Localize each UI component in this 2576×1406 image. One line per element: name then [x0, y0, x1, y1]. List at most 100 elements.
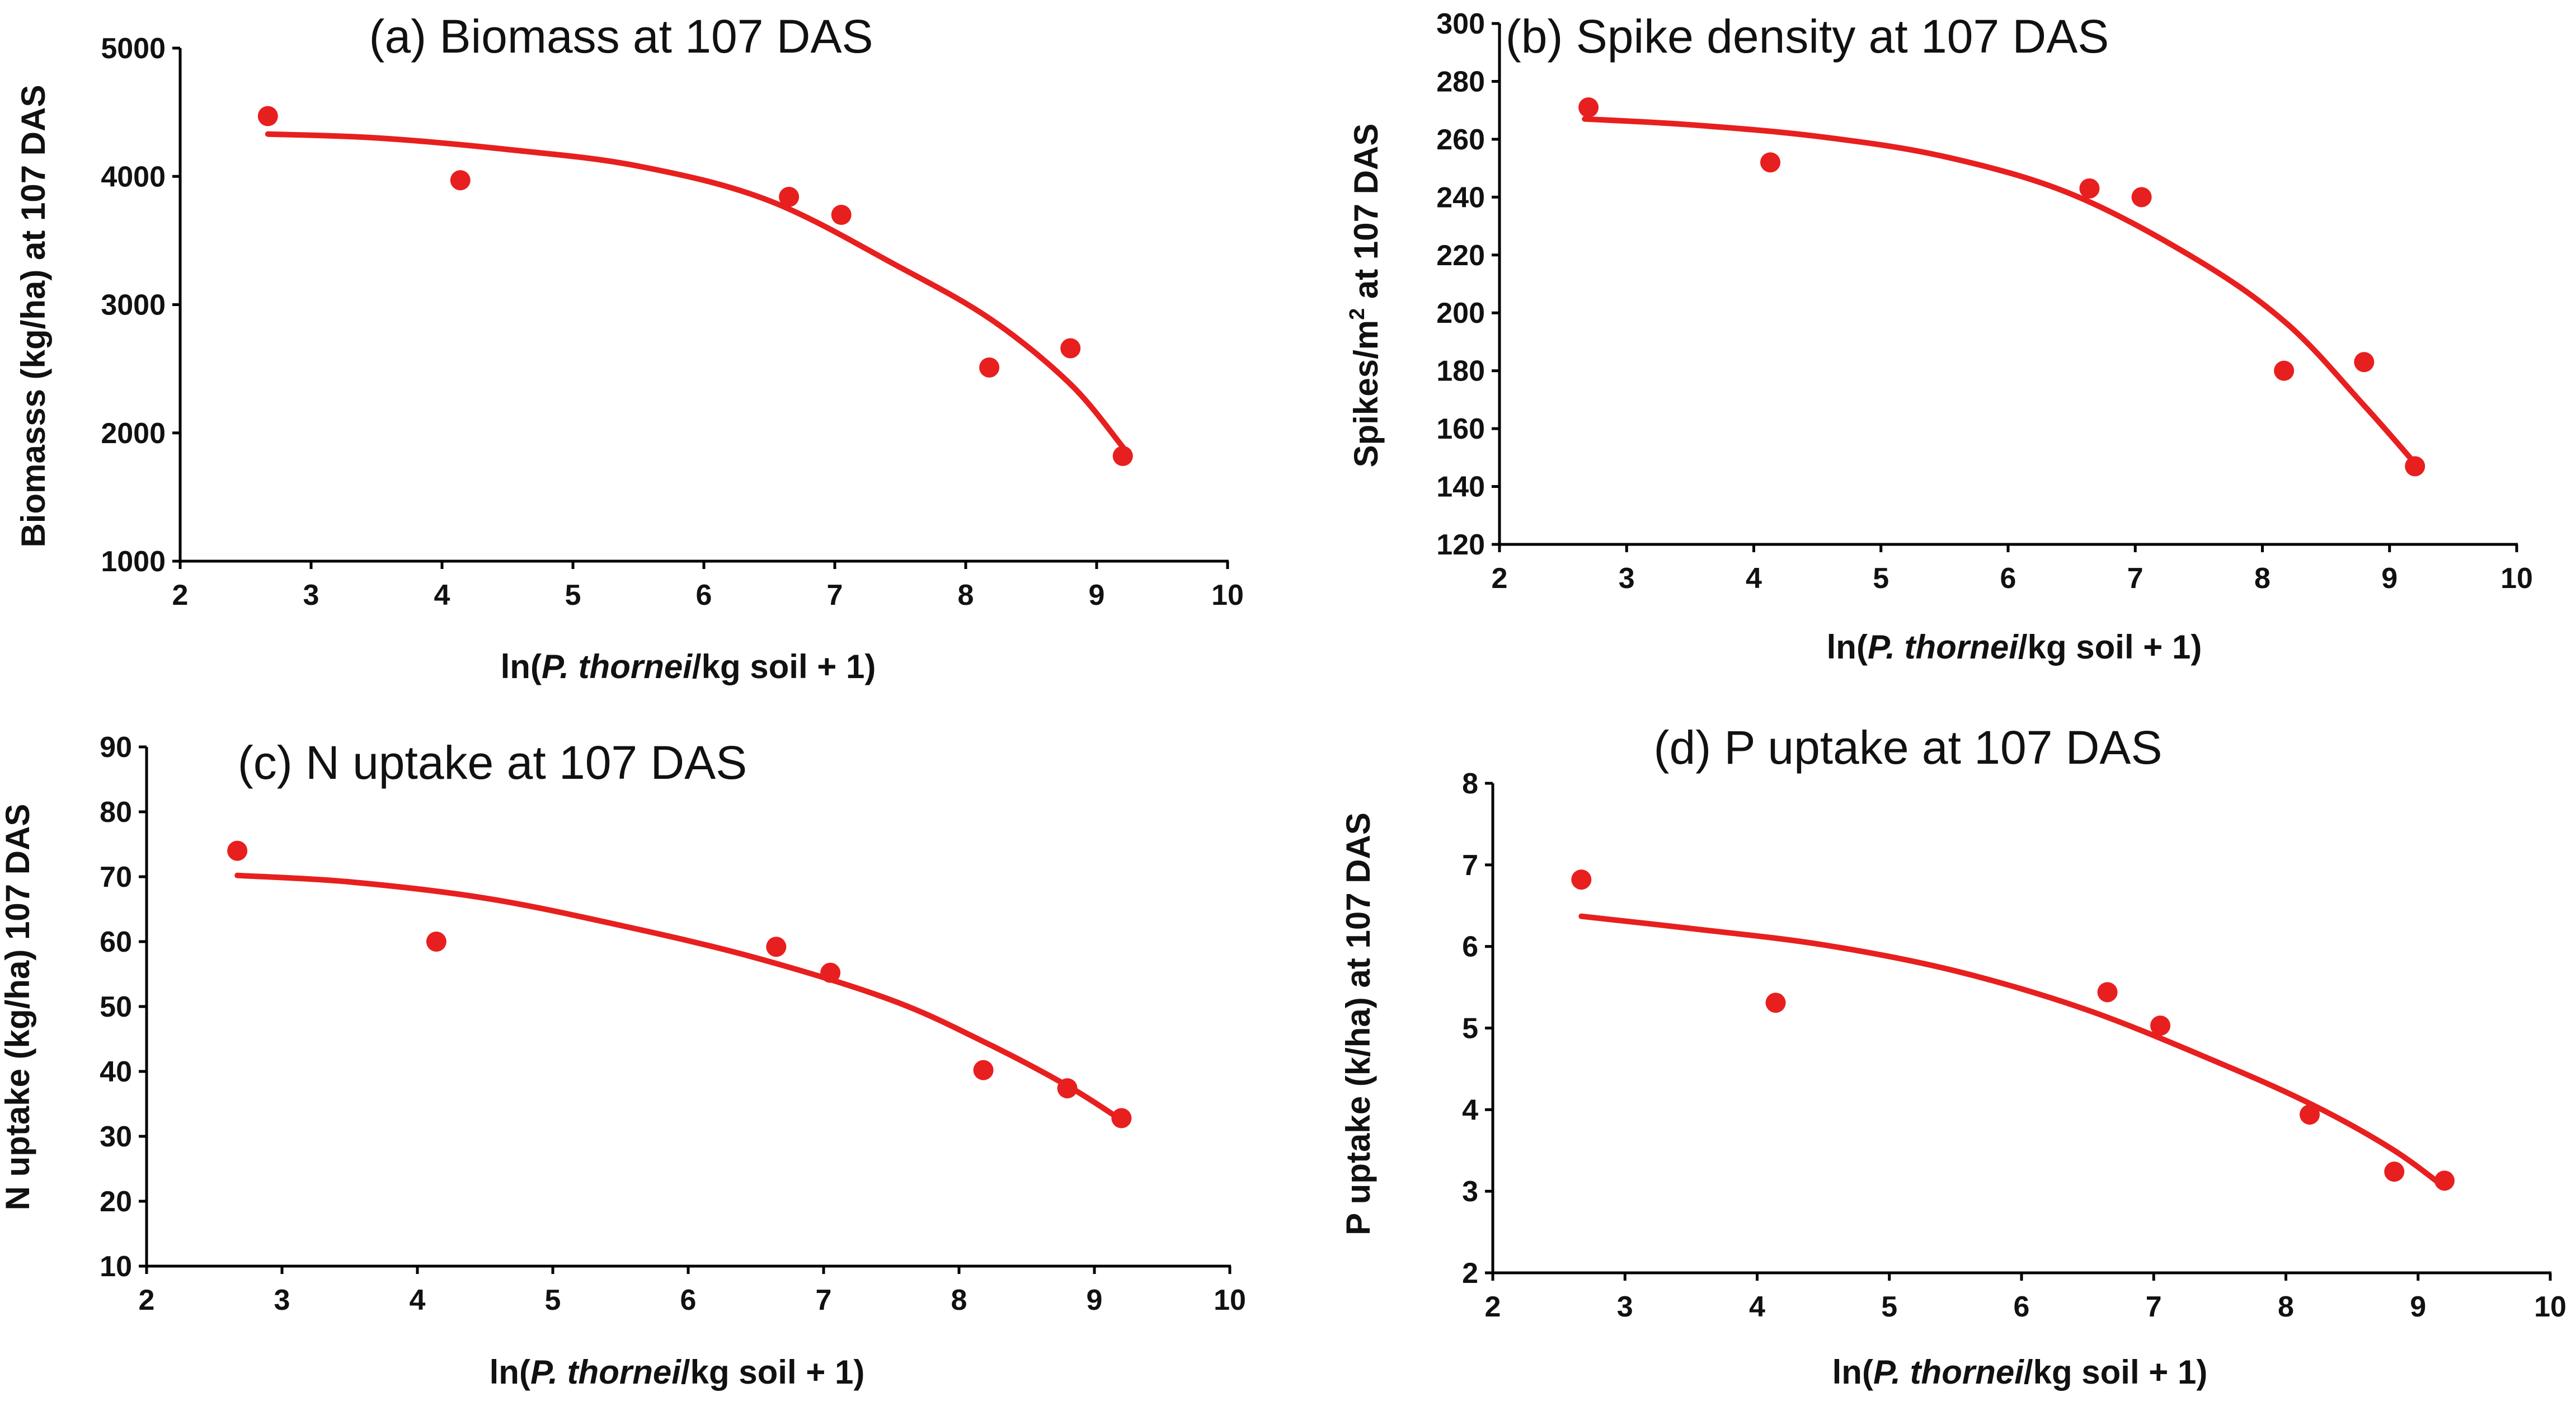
panel-d-x-tick-label: 9: [2410, 1291, 2426, 1323]
panel-a-x-axis-label: ln(P. thornei/kg soil + 1): [501, 648, 876, 685]
panel-d-x-axis-label: ln(P. thornei/kg soil + 1): [1832, 1353, 2208, 1391]
panel-c-x-tick-label: 3: [274, 1284, 290, 1316]
panel-c-x-tick-label: 6: [680, 1284, 697, 1316]
panel-a-x-tick-label: 10: [1211, 579, 1244, 612]
panel-b-y-tick-label: 260: [1436, 124, 1485, 156]
panel-a-y-tick-label: 1000: [101, 546, 166, 578]
panel-d-y-tick-label: 8: [1462, 768, 1478, 800]
panel-c-x-label-suffix: /kg soil + 1): [681, 1353, 864, 1391]
panel-d-x-label-italic: P. thornei: [1873, 1353, 2024, 1391]
panel-c-data-point: [820, 962, 841, 983]
panel-b-data-point: [2131, 187, 2152, 208]
panel-b-x-tick-label: 5: [1873, 562, 1889, 595]
panel-a-y-axis-label: Biomasss (kg/ha) at 107 DAS: [15, 85, 52, 548]
panel-a-y-ticks: 1000 2000 3000 4000 5000: [101, 32, 180, 578]
panel-a-data-point: [1060, 338, 1081, 359]
panel-d-title: (d) P uptake at 107 DAS: [1654, 721, 2163, 774]
panel-d-data-point: [1765, 993, 1786, 1013]
panel-b-x-tick-label: 10: [2500, 562, 2533, 595]
panel-b-title: (b) Spike density at 107 DAS: [1506, 10, 2109, 63]
panel-c-fit-curve: [234, 872, 1125, 1123]
panel-a-y-tick-label: 2000: [101, 417, 166, 450]
panel-d-y-ticks: 2 3 4 5 6 7 8: [1462, 768, 1493, 1290]
panel-a-x-tick-label: 9: [1089, 579, 1105, 612]
panel-d-data-point: [2384, 1162, 2405, 1182]
panel-a-y-tick-label: 3000: [101, 289, 166, 322]
panel-b-x-tick-label: 3: [1619, 562, 1635, 595]
panel-a-data-point: [1112, 446, 1133, 467]
panel-d-y-axis-label: P uptake (k/ha) at 107 DAS: [1339, 812, 1377, 1235]
panel-c-plot: [227, 840, 1132, 1128]
panel-b-x-tick-label: 8: [2254, 562, 2271, 595]
panel-b-data-point: [2079, 178, 2100, 199]
panel-b-x-tick-label: 4: [1746, 562, 1762, 595]
panel-d-data-point: [2300, 1104, 2320, 1125]
panel-b-x-tick-label: 7: [2127, 562, 2143, 595]
panel-b-x-axis-label: ln(P. thornei/kg soil + 1): [1827, 628, 2202, 666]
panel-c-data-point: [1057, 1078, 1078, 1099]
panel-b-y-tick-label: 200: [1436, 297, 1485, 330]
panel-a-data-point: [831, 205, 852, 225]
panel-c-x-label-prefix: ln(: [490, 1353, 530, 1391]
panel-c-y-tick-label: 10: [100, 1250, 132, 1283]
panel-d: (d) P uptake at 107 DAS 2 3 4 5 6 7 8 9 10 2 3 4 5 6…: [1339, 721, 2566, 1391]
panel-a-data-point: [257, 106, 278, 126]
panel-a-data-point: [979, 357, 1000, 378]
panel-b-y-label-suffix: at 107 DAS: [1347, 124, 1385, 308]
panel-c-y-tick-label: 20: [100, 1186, 132, 1218]
panel-b-data-point: [2405, 456, 2425, 477]
panel-b-x-tick-label: 9: [2381, 562, 2398, 595]
panel-b-data-point: [1578, 97, 1599, 117]
panel-d-x-tick-label: 7: [2146, 1291, 2162, 1323]
panel-a-fit-curve: [265, 131, 1126, 450]
panel-d-data-point: [2434, 1170, 2455, 1191]
panel-d-y-tick-label: 4: [1462, 1094, 1478, 1126]
panel-b-y-tick-label: 280: [1436, 65, 1485, 98]
panel-b-y-tick-label: 240: [1436, 181, 1485, 214]
panel-a-x-label-prefix: ln(: [501, 648, 542, 685]
panel-c-y-tick-label: 90: [100, 731, 132, 764]
panel-a-data-point: [779, 186, 800, 207]
panel-c-y-tick-label: 80: [100, 796, 132, 829]
panel-a-x-tick-label: 4: [434, 579, 450, 612]
panel-c-x-axis-label: ln(P. thornei/kg soil + 1): [490, 1353, 865, 1391]
panel-b-y-tick-label: 140: [1436, 471, 1485, 504]
panel-c-data-point: [227, 840, 248, 861]
panel-c-x-tick-label: 9: [1087, 1284, 1103, 1316]
panel-a-x-tick-label: 7: [827, 579, 843, 612]
panel-a-x-tick-label: 5: [565, 579, 581, 612]
panel-c-x-label-italic: P. thornei: [530, 1353, 681, 1391]
panel-b-data-point: [2354, 352, 2375, 373]
panel-b-fit-curve: [1582, 116, 2418, 467]
panel-d-x-tick-label: 5: [1881, 1291, 1897, 1323]
panel-c: (c) N uptake at 107 DAS 2 3 4 5 6 7 8 9 10 10 20 3…: [0, 731, 1246, 1391]
panel-b-y-label-prefix: Spikes/m: [1347, 320, 1385, 467]
panel-a-title: (a) Biomass at 107 DAS: [369, 10, 873, 63]
panel-a-x-label-italic: P. thornei: [542, 648, 693, 685]
panel-c-x-ticks: 2 3 4 5 6 7 8 9 10: [139, 1266, 1246, 1316]
panel-c-data-point: [1111, 1108, 1132, 1128]
panel-c-data-point: [973, 1060, 994, 1080]
panel-a-data-point: [450, 170, 471, 191]
panel-d-x-tick-label: 10: [2534, 1291, 2566, 1323]
panel-b-x-tick-label: 2: [1492, 562, 1508, 595]
panel-d-y-tick-label: 3: [1462, 1175, 1478, 1208]
panel-c-x-tick-label: 2: [139, 1284, 155, 1316]
panel-d-fit-curve: [1578, 913, 2447, 1190]
panel-c-y-tick-label: 30: [100, 1121, 132, 1153]
panel-a-plot: [257, 106, 1133, 467]
panel-a: (a) Biomass at 107 DAS 2 3 4 5 6 7 8 9 10 1000 20…: [15, 10, 1244, 685]
panel-d-plot: [1571, 869, 2455, 1191]
panel-d-data-point: [1571, 869, 1592, 890]
panel-c-x-tick-label: 4: [410, 1284, 426, 1316]
panel-d-y-tick-label: 5: [1462, 1013, 1478, 1045]
panel-a-x-tick-label: 3: [303, 579, 319, 612]
panel-b-x-label-italic: P. thornei: [1868, 628, 2019, 666]
panel-c-x-tick-label: 8: [951, 1284, 967, 1316]
panel-b: (b) Spike density at 107 DAS 2 3 4 5 6 7 8 9 10 …: [1346, 8, 2533, 666]
panel-d-data-point: [2097, 982, 2118, 1003]
panel-d-data-point: [2150, 1015, 2171, 1036]
panel-a-x-tick-label: 8: [958, 579, 974, 612]
panel-a-y-tick-label: 4000: [101, 161, 166, 193]
